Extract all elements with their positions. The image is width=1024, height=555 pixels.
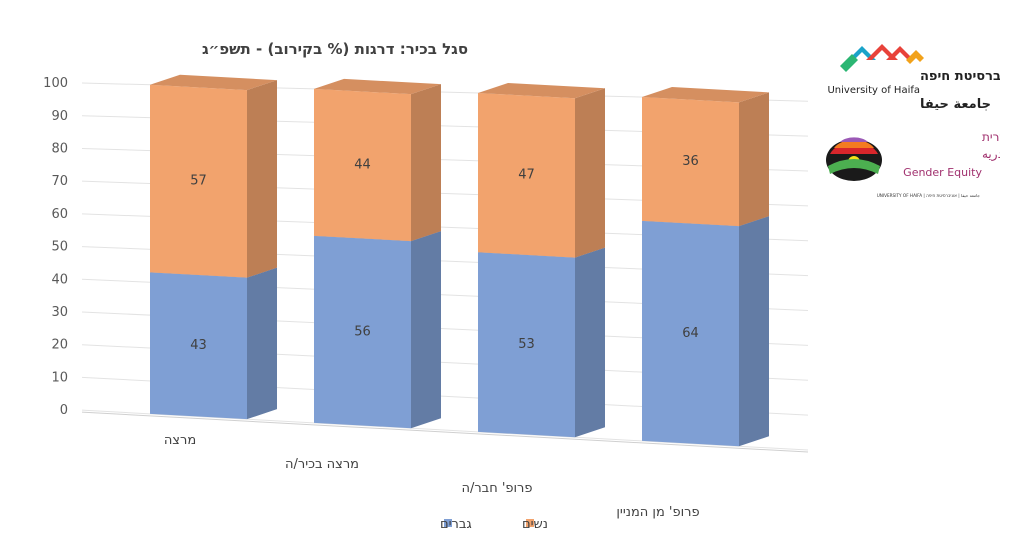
bar-side — [411, 84, 441, 242]
haifa-english-name: University of Haifa — [827, 85, 920, 96]
legend: גברים נשים — [440, 517, 548, 532]
data-label: 53 — [518, 337, 535, 352]
data-label: 36 — [682, 154, 699, 169]
equity-hebrew-name: הוגנות מגדרית — [982, 130, 1000, 144]
bar-side — [247, 80, 277, 278]
bar-side — [247, 267, 277, 420]
gender-equity-logo-icon — [826, 137, 882, 181]
x-category-label: פרופ' חבר/ה — [461, 481, 532, 496]
bar-side — [411, 231, 441, 429]
equity-english-name: Gender Equity — [903, 166, 982, 179]
data-label: 57 — [190, 174, 207, 189]
y-axis: 0 10 20 30 40 50 60 70 80 90 100 — [43, 76, 68, 418]
chart-title: סגל בכיר: דרגות (% בקירוב) - תשפ״ג — [202, 40, 468, 58]
x-axis-line — [81, 411, 809, 453]
x-category-label: פרופ' מן המניין — [616, 505, 699, 520]
y-tick-label: 50 — [51, 240, 68, 255]
bar-top — [478, 82, 605, 99]
y-tick-label: 30 — [51, 305, 68, 320]
haifa-logo-icon — [840, 44, 924, 72]
gender-equity-logo: הוגנות מגדרית عداله جندريه Gender Equity… — [826, 130, 1000, 198]
y-tick-label: 70 — [51, 174, 68, 189]
haifa-arabic-name: جامعة حيفا — [920, 97, 991, 112]
bar-front — [150, 272, 247, 420]
data-label: 56 — [354, 324, 371, 339]
y-tick-label: 0 — [60, 403, 68, 418]
x-axis: מרצה מרצה בכיר/ה פרופ' חבר/ה פרופ' מן המניי… — [164, 433, 700, 520]
data-label: 44 — [354, 157, 371, 172]
x-category-label: מרצה — [164, 433, 196, 448]
legend-label: נשים — [522, 517, 548, 532]
bar-side — [575, 247, 605, 438]
haifa-logo: אוניברסיטת חיפה University of Haifa جامع… — [827, 44, 1000, 112]
y-tick-label: 80 — [51, 141, 68, 156]
bar-front — [150, 84, 247, 278]
bar-front — [314, 235, 411, 429]
haifa-hebrew-name: אוניברסיטת חיפה — [920, 69, 1000, 84]
data-label: 43 — [190, 338, 207, 353]
bar-top — [314, 78, 441, 95]
bar-top — [642, 87, 769, 103]
bar-front — [478, 92, 575, 258]
y-tick-label: 40 — [51, 272, 68, 287]
bar-side — [739, 216, 769, 447]
data-label: 64 — [682, 326, 699, 341]
y-tick-label: 90 — [51, 109, 68, 124]
y-tick-label: 20 — [51, 338, 68, 353]
bar-front — [642, 97, 739, 227]
bars — [150, 74, 769, 447]
equity-footer-text: UNIVERSITY OF HAIFA | جامعة حيفا | אוניב… — [877, 193, 981, 198]
y-tick-label: 10 — [51, 370, 68, 385]
data-label: 47 — [518, 168, 535, 183]
bar-side — [575, 88, 605, 258]
legend-label: גברים — [440, 517, 472, 532]
bar-side — [739, 92, 769, 227]
bar-front — [314, 88, 411, 242]
x-category-label: מרצה בכיר/ה — [285, 457, 359, 472]
bar-top — [150, 74, 277, 91]
bar-front — [642, 220, 739, 447]
logos: אוניברסיטת חיפה University of Haifa جامع… — [826, 44, 1000, 198]
legend-swatch — [444, 519, 452, 527]
bar-labels: 43 57 56 44 53 47 64 36 — [190, 154, 699, 353]
bar-front — [478, 252, 575, 438]
y-tick-label: 60 — [51, 207, 68, 222]
legend-swatch — [526, 519, 534, 527]
equity-arabic-name: عداله جندريه — [982, 147, 1000, 162]
y-tick-label: 100 — [43, 76, 68, 91]
